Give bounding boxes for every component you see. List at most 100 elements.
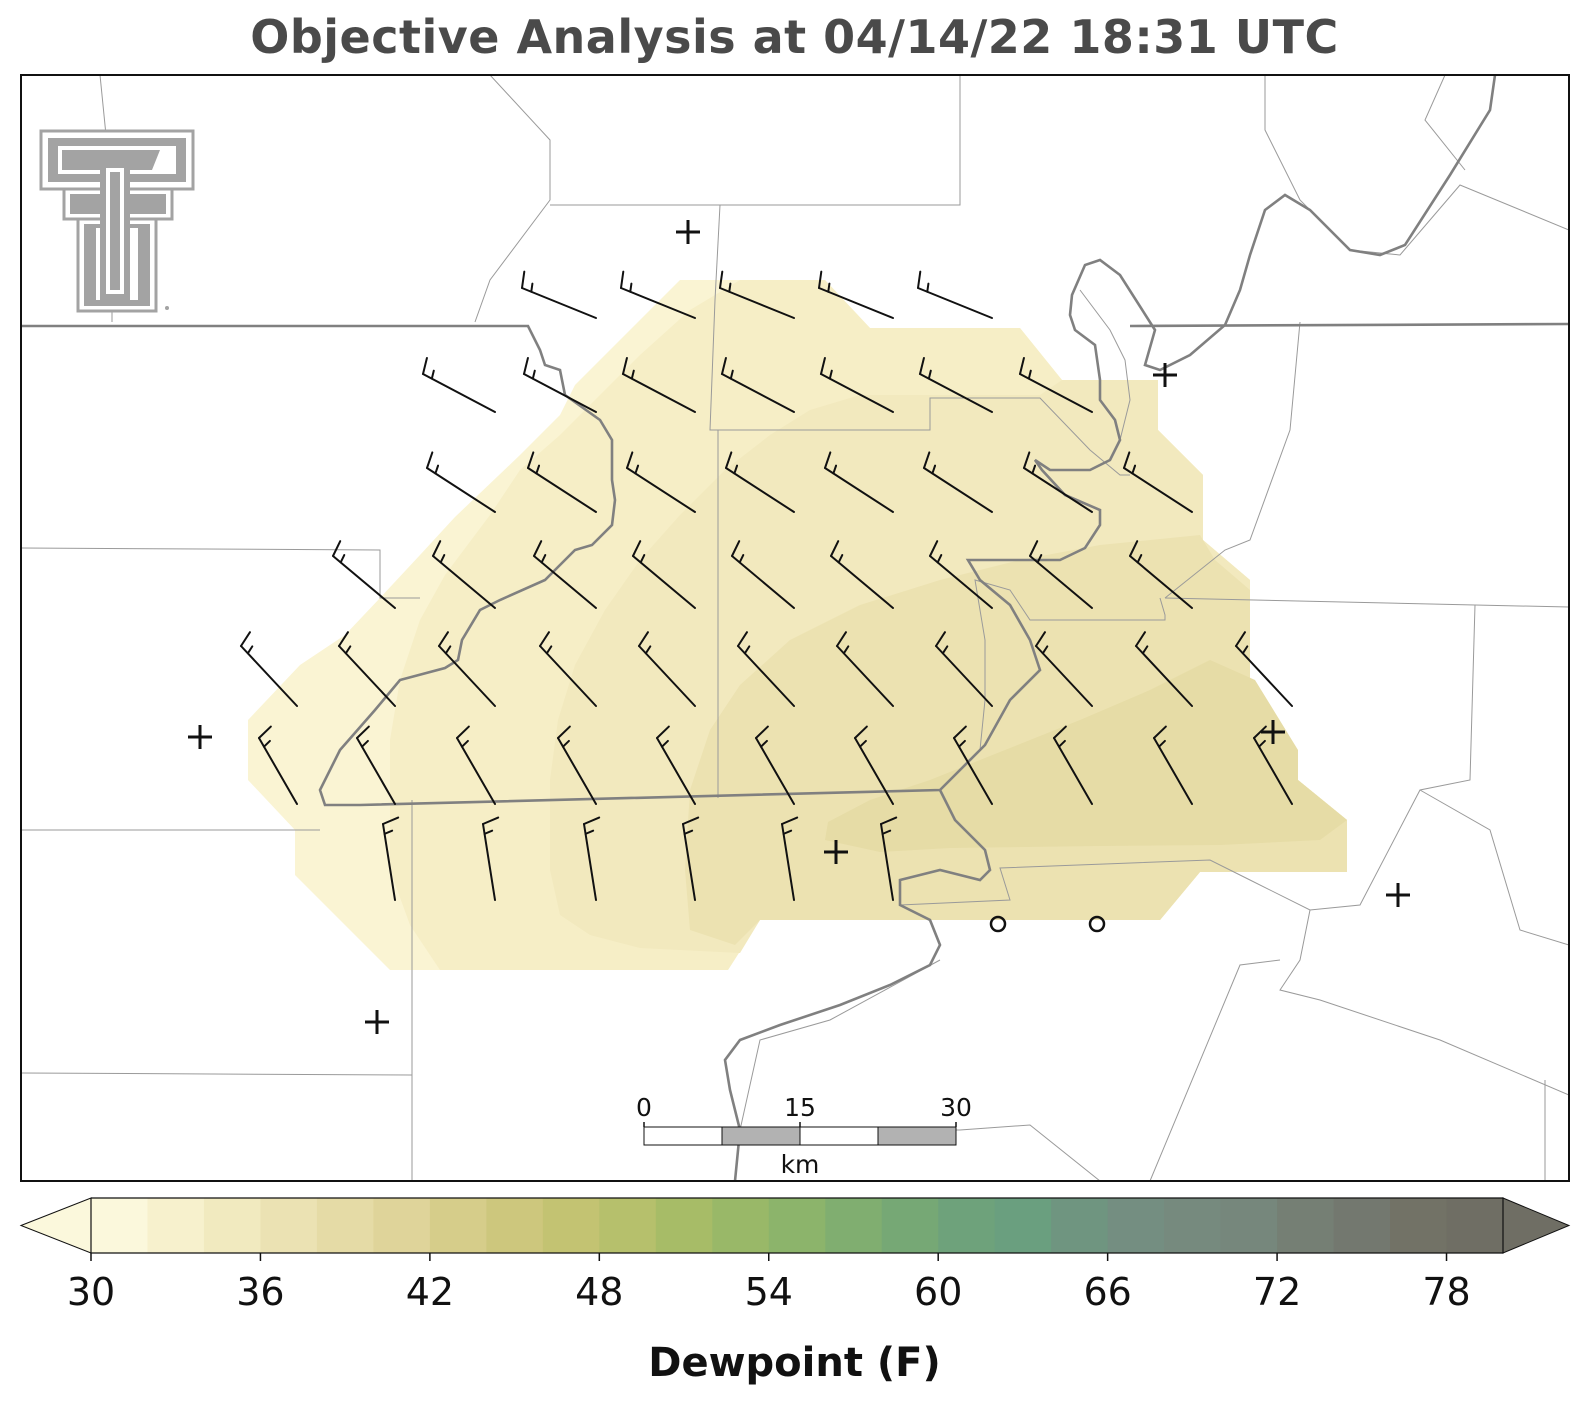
wind-barb [682,816,700,901]
colorbar-swatch [1220,1198,1278,1253]
wind-barb [1129,540,1193,609]
colorbar-tick-label: 36 [236,1270,284,1314]
wind-barb [456,725,496,805]
wind-barb [935,631,993,707]
wind-barb [953,725,993,805]
wind-barb [781,816,799,901]
wind-barb [1123,451,1193,513]
wind-barb [356,725,396,805]
wind-barb [583,816,601,901]
wind-barb [656,725,696,805]
colorbar-swatch [260,1198,318,1253]
colorbar-swatch [1107,1198,1165,1253]
colorbar-swatch [599,1198,657,1253]
colorbar-swatch [203,1198,261,1253]
colorbar-swatch [712,1198,770,1253]
wind-barb [725,451,795,513]
wind-barb [820,356,894,413]
colorbar-swatch [373,1198,431,1253]
colorbar-swatch [1390,1198,1448,1253]
wind-barb [432,540,496,609]
colorbar-ticks: 30 36 42 48 54 60 66 72 78 [67,1253,1471,1314]
wind-barb [527,451,597,513]
wind-barb [836,631,894,707]
wind-barb [539,631,597,707]
wind-barb [638,631,696,707]
dewpoint-contours [248,280,1347,970]
station-plus-marker [824,840,848,864]
wind-barb [923,451,993,513]
scale-label-15: 15 [784,1093,816,1122]
wind-barb [1053,725,1093,805]
wind-barb [1029,540,1093,609]
wind-barb [332,540,396,609]
station-plus-marker [188,725,212,749]
wind-barb [755,725,795,805]
wind-barb [929,540,993,609]
station-plus-marker [1261,720,1285,744]
colorbar-swatch [486,1198,544,1253]
wind-barb [719,270,795,319]
station-plus-marker [676,220,700,244]
colorbar-tick-label: 54 [745,1270,793,1314]
wind-barb [258,725,298,805]
station-circle-marker [989,915,1007,933]
wind-barb [426,451,496,513]
wind-barb [830,540,894,609]
station-plus-marker [365,1010,389,1034]
wind-barb [917,270,993,319]
contour-38-40 [825,660,1347,852]
wind-barb [737,631,795,707]
scale-label-0: 0 [636,1093,652,1122]
station-plus-marker [1386,883,1410,907]
wind-barb [880,816,898,901]
wind-barb [1153,725,1193,805]
wind-barb [482,816,500,901]
wind-barb [731,540,795,609]
colorbar-tick-label: 42 [406,1270,454,1314]
colorbar-tick-label: 30 [67,1270,115,1314]
colorbar-swatch [316,1198,374,1253]
colorbar-swatches [19,1197,1571,1254]
wind-barb [521,270,597,319]
colorbar-extend-high [1502,1197,1571,1254]
colorbar-outline [90,1197,1504,1254]
scale-label-30: 30 [940,1093,972,1122]
map-frame [20,74,1570,1182]
texas-tech-logo [39,129,195,313]
wind-barb [1023,451,1093,513]
colorbar-swatch [1051,1198,1109,1253]
colorbar-swatch [91,1198,148,1253]
wind-barb [1253,725,1293,805]
wind-barb [533,540,597,609]
map-title: Objective Analysis at 04/14/22 18:31 UTC [250,10,1339,64]
wind-barb [626,451,696,513]
station-plus-marker [1153,363,1177,387]
colorbar-label: Dewpoint (F) [648,1340,941,1386]
colorbar-tick-label: 72 [1253,1270,1301,1314]
wind-barb [1019,356,1093,413]
wind-barb [824,451,894,513]
wind-barb [854,725,894,805]
wind-barb [557,725,597,805]
colorbar-swatch [147,1198,205,1253]
wind-barb [438,631,496,707]
colorbar-swatch [825,1198,883,1253]
scale-bar: 0 15 30 km [636,1093,972,1179]
wind-barb [632,540,696,609]
colorbar-swatch [655,1198,713,1253]
colorbar-swatch [1446,1198,1504,1253]
colorbar-swatch [1164,1198,1222,1253]
colorbar-swatch [938,1198,996,1253]
map-canvas: 0 15 30 km [20,74,1570,1182]
colorbar-tick-label: 66 [1083,1270,1131,1314]
wind-barb [382,816,400,901]
colorbar-tick-label: 48 [575,1270,623,1314]
wind-barb [1235,631,1293,707]
wind-barbs [240,270,1293,901]
wind-barb [1035,631,1093,707]
colorbar-tick-label: 60 [914,1270,962,1314]
wind-barb [523,356,597,413]
wind-barb [1135,631,1193,707]
colorbar-swatch [881,1198,939,1253]
